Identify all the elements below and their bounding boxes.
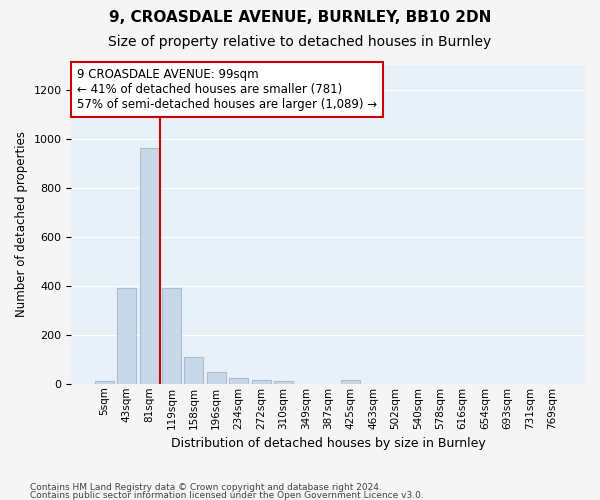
Text: Contains HM Land Registry data © Crown copyright and database right 2024.: Contains HM Land Registry data © Crown c… — [30, 484, 382, 492]
Bar — [251, 380, 271, 384]
Bar — [207, 372, 226, 384]
Text: Size of property relative to detached houses in Burnley: Size of property relative to detached ho… — [109, 35, 491, 49]
Bar — [117, 288, 136, 384]
Y-axis label: Number of detached properties: Number of detached properties — [15, 132, 28, 318]
Bar — [184, 357, 203, 384]
Text: 9 CROASDALE AVENUE: 99sqm
← 41% of detached houses are smaller (781)
57% of semi: 9 CROASDALE AVENUE: 99sqm ← 41% of detac… — [77, 68, 377, 111]
Bar — [140, 148, 158, 384]
Bar — [229, 378, 248, 384]
Text: Contains public sector information licensed under the Open Government Licence v3: Contains public sector information licen… — [30, 490, 424, 500]
X-axis label: Distribution of detached houses by size in Burnley: Distribution of detached houses by size … — [171, 437, 485, 450]
Bar — [274, 382, 293, 384]
Bar — [162, 288, 181, 384]
Bar — [341, 380, 360, 384]
Bar — [95, 382, 114, 384]
Text: 9, CROASDALE AVENUE, BURNLEY, BB10 2DN: 9, CROASDALE AVENUE, BURNLEY, BB10 2DN — [109, 10, 491, 25]
